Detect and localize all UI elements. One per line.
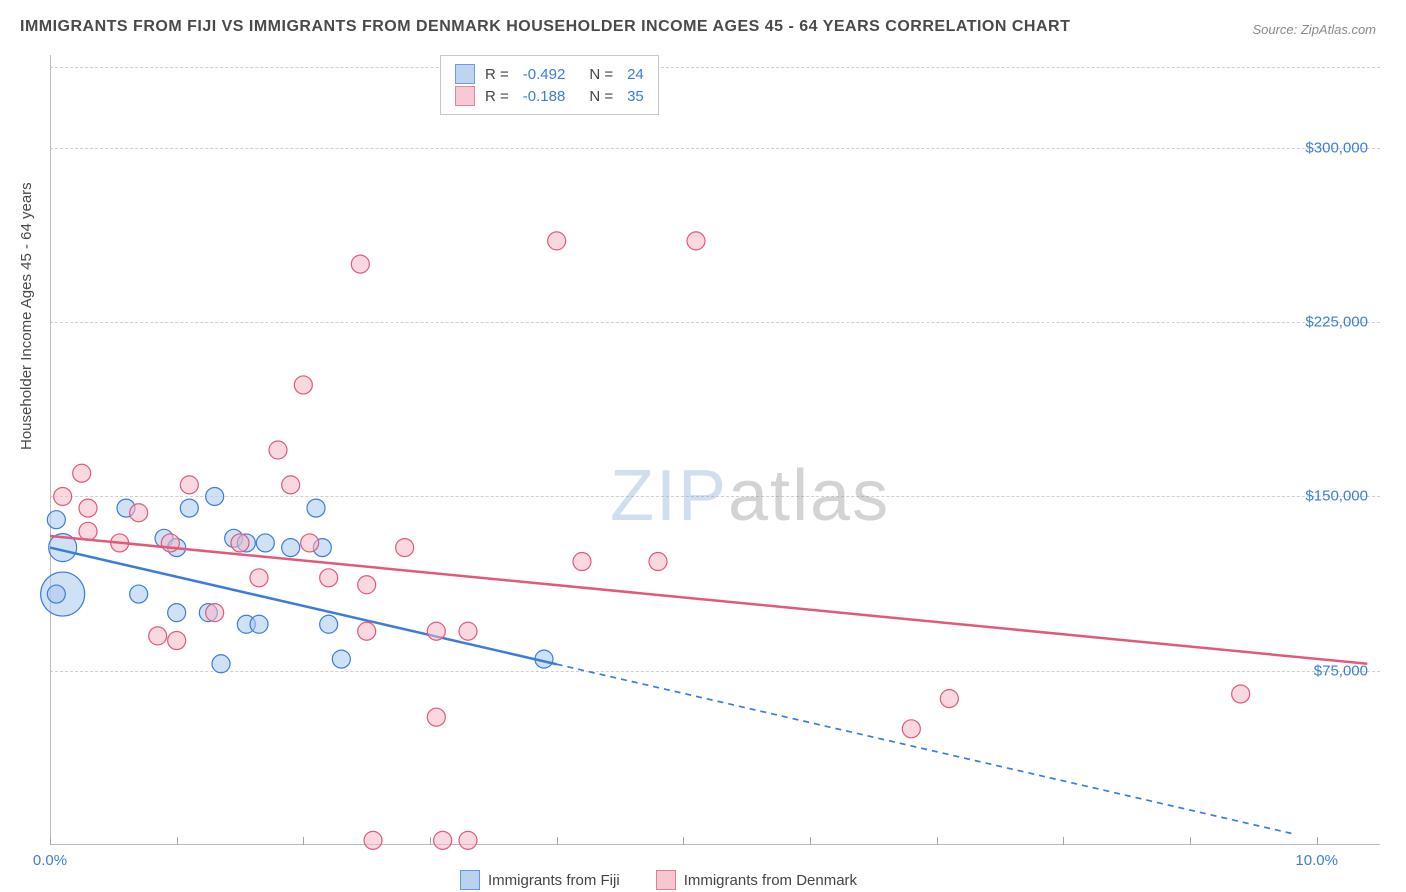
x-tick-label: 10.0% bbox=[1295, 852, 1338, 869]
data-point-denmark bbox=[282, 476, 300, 494]
data-point-denmark bbox=[351, 255, 369, 273]
data-point-denmark bbox=[459, 622, 477, 640]
legend-n-label: N = bbox=[589, 66, 613, 83]
legend-r-label: R = bbox=[485, 88, 509, 105]
data-point-denmark bbox=[1232, 685, 1250, 703]
data-point-denmark bbox=[54, 487, 72, 505]
data-point-fiji bbox=[320, 615, 338, 633]
data-point-fiji bbox=[168, 604, 186, 622]
data-point-denmark bbox=[902, 720, 920, 738]
legend-label: Immigrants from Denmark bbox=[684, 872, 857, 889]
data-point-denmark bbox=[649, 553, 667, 571]
data-point-denmark bbox=[130, 504, 148, 522]
legend-n-value: 35 bbox=[627, 88, 644, 105]
data-point-denmark bbox=[269, 441, 287, 459]
legend-swatch-fiji bbox=[460, 870, 480, 890]
y-tick-label: $150,000 bbox=[1305, 488, 1368, 505]
legend-swatch-fiji bbox=[455, 64, 475, 84]
data-point-denmark bbox=[301, 534, 319, 552]
legend-n-value: 24 bbox=[627, 66, 644, 83]
data-point-denmark bbox=[427, 622, 445, 640]
data-point-denmark bbox=[358, 622, 376, 640]
data-point-denmark bbox=[168, 632, 186, 650]
legend-swatch-denmark bbox=[656, 870, 676, 890]
legend-item-denmark: Immigrants from Denmark bbox=[656, 870, 857, 890]
data-point-denmark bbox=[79, 522, 97, 540]
data-point-fiji bbox=[212, 655, 230, 673]
data-point-denmark bbox=[79, 499, 97, 517]
data-point-denmark bbox=[573, 553, 591, 571]
legend-r-value: -0.188 bbox=[523, 88, 566, 105]
data-point-fiji bbox=[282, 539, 300, 557]
data-point-denmark bbox=[358, 576, 376, 594]
data-point-fiji bbox=[307, 499, 325, 517]
data-point-fiji bbox=[47, 511, 65, 529]
data-point-denmark bbox=[459, 831, 477, 849]
scatter-layer bbox=[50, 55, 1380, 845]
y-tick-label: $225,000 bbox=[1305, 314, 1368, 331]
source-label: Source: ZipAtlas.com bbox=[1252, 22, 1376, 37]
chart-title: IMMIGRANTS FROM FIJI VS IMMIGRANTS FROM … bbox=[20, 18, 1070, 36]
data-point-denmark bbox=[294, 376, 312, 394]
y-tick-label: $300,000 bbox=[1305, 139, 1368, 156]
data-point-denmark bbox=[250, 569, 268, 587]
data-point-fiji bbox=[256, 534, 274, 552]
legend-item-fiji: Immigrants from Fiji bbox=[460, 870, 620, 890]
data-point-denmark bbox=[73, 464, 91, 482]
data-point-denmark bbox=[364, 831, 382, 849]
legend-r-label: R = bbox=[485, 66, 509, 83]
data-point-denmark bbox=[940, 690, 958, 708]
data-point-denmark bbox=[231, 534, 249, 552]
data-point-fiji bbox=[206, 487, 224, 505]
data-point-denmark bbox=[206, 604, 224, 622]
y-axis-label: Householder Income Ages 45 - 64 years bbox=[18, 182, 35, 450]
data-point-fiji bbox=[47, 585, 65, 603]
legend-correlation: R = -0.492 N = 24 R = -0.188 N = 35 bbox=[440, 55, 659, 115]
data-point-fiji bbox=[180, 499, 198, 517]
legend-r-value: -0.492 bbox=[523, 66, 566, 83]
data-point-denmark bbox=[434, 831, 452, 849]
data-point-denmark bbox=[396, 539, 414, 557]
legend-label: Immigrants from Fiji bbox=[488, 872, 620, 889]
data-point-fiji bbox=[250, 615, 268, 633]
legend-row-denmark: R = -0.188 N = 35 bbox=[455, 86, 644, 106]
data-point-denmark bbox=[180, 476, 198, 494]
data-point-denmark bbox=[149, 627, 167, 645]
x-tick-label: 0.0% bbox=[33, 852, 67, 869]
legend-n-label: N = bbox=[589, 88, 613, 105]
regression-line-denmark bbox=[50, 536, 1367, 664]
data-point-denmark bbox=[427, 708, 445, 726]
y-tick-label: $75,000 bbox=[1314, 662, 1368, 679]
regression-line-fiji bbox=[50, 548, 557, 665]
legend-swatch-denmark bbox=[455, 86, 475, 106]
legend-series: Immigrants from Fiji Immigrants from Denm… bbox=[460, 870, 857, 890]
data-point-fiji bbox=[332, 650, 350, 668]
data-point-fiji bbox=[130, 585, 148, 603]
regression-line-dashed-fiji bbox=[557, 664, 1292, 833]
legend-row-fiji: R = -0.492 N = 24 bbox=[455, 64, 644, 84]
plot-area: ZIPatlas 0.0%10.0% $75,000$150,000$225,0… bbox=[50, 55, 1380, 845]
data-point-denmark bbox=[320, 569, 338, 587]
data-point-denmark bbox=[548, 232, 566, 250]
data-point-denmark bbox=[687, 232, 705, 250]
